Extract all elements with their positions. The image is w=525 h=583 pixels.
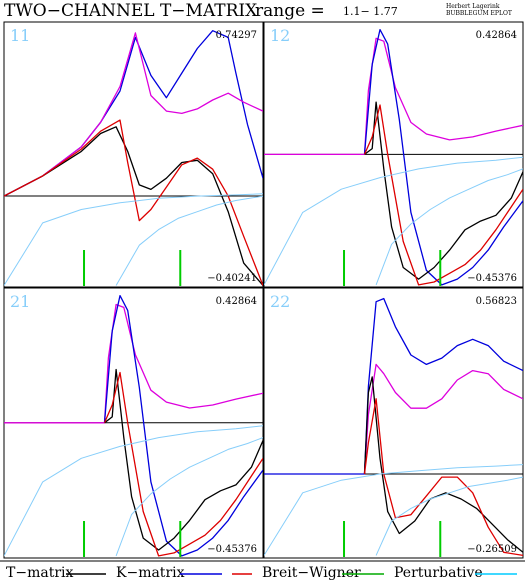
series-breitwigner-3 [363, 398, 523, 557]
legend-label-kmatrix: K−matrix [116, 565, 185, 581]
series-perturbative-4 [264, 464, 523, 556]
series-perturbative-4 [264, 156, 523, 286]
series-tmatrix-2 [4, 126, 263, 286]
series-perturbative-4 [4, 193, 263, 286]
series-breitwigner-3 [363, 104, 523, 286]
series-tmatrix-2 [363, 376, 523, 553]
series-kmatrix-0 [4, 30, 263, 197]
series-kmatrix-1 [103, 294, 263, 557]
series-kmatrix-1 [363, 28, 523, 286]
panel-frame [263, 287, 524, 559]
panel-label: 22 [270, 292, 290, 311]
panel-frame [3, 21, 264, 288]
min-label: −0.26509 [467, 544, 517, 555]
panel-label: 21 [10, 292, 30, 311]
min-label: −0.40241 [207, 273, 257, 284]
series-perturbative-5 [115, 437, 263, 557]
panel-22: 22 0.56823 −0.26509 [263, 287, 524, 559]
range-label: range = [255, 1, 325, 21]
max-label: 0.42864 [216, 296, 257, 307]
series-perturbative-5 [375, 476, 523, 556]
panel-label: 11 [10, 26, 30, 45]
range-value: 1.1− 1.77 [343, 5, 398, 18]
series-perturbative-4 [4, 425, 263, 557]
series-perturbative-5 [375, 168, 523, 286]
chart-title: TWO−CHANNEL T−MATRIX [4, 1, 258, 21]
max-label: 0.74297 [216, 30, 257, 41]
series-kmatrix-0 [264, 297, 523, 475]
min-label: −0.45376 [467, 273, 517, 284]
series-breitwigner-3 [4, 119, 263, 286]
credit-author: Herbert Lagerink [446, 3, 500, 10]
series-magenta-0 [264, 37, 523, 156]
series-magenta-0 [4, 303, 263, 424]
panel-21: 21 0.42864 −0.45376 [3, 287, 264, 559]
series-breitwigner-3 [103, 371, 263, 557]
series-magenta-1 [363, 363, 523, 475]
series-magenta-1 [4, 32, 263, 197]
min-label: −0.45376 [207, 544, 257, 555]
panel-grid: 11 0.74297 −0.40241 12 0.42864 −0.45376 21 0.42… [3, 21, 524, 559]
legend: T−matrix K−matrix Breit−Wigner Perturbat… [0, 560, 525, 581]
legend-label-breitwigner: Breit−Wigner [262, 565, 361, 581]
max-label: 0.56823 [476, 296, 517, 307]
credit-program: BUBBLEGUM EPLOT [446, 10, 512, 17]
panel-11: 11 0.74297 −0.40241 [3, 21, 264, 288]
max-label: 0.42864 [476, 30, 517, 41]
legend-label-perturbative: Perturbative [394, 565, 483, 581]
legend-label-tmatrix: T−matrix [6, 565, 73, 581]
series-perturbative-5 [115, 195, 263, 286]
panel-label: 12 [270, 26, 290, 45]
panel-12: 12 0.42864 −0.45376 [263, 21, 524, 288]
